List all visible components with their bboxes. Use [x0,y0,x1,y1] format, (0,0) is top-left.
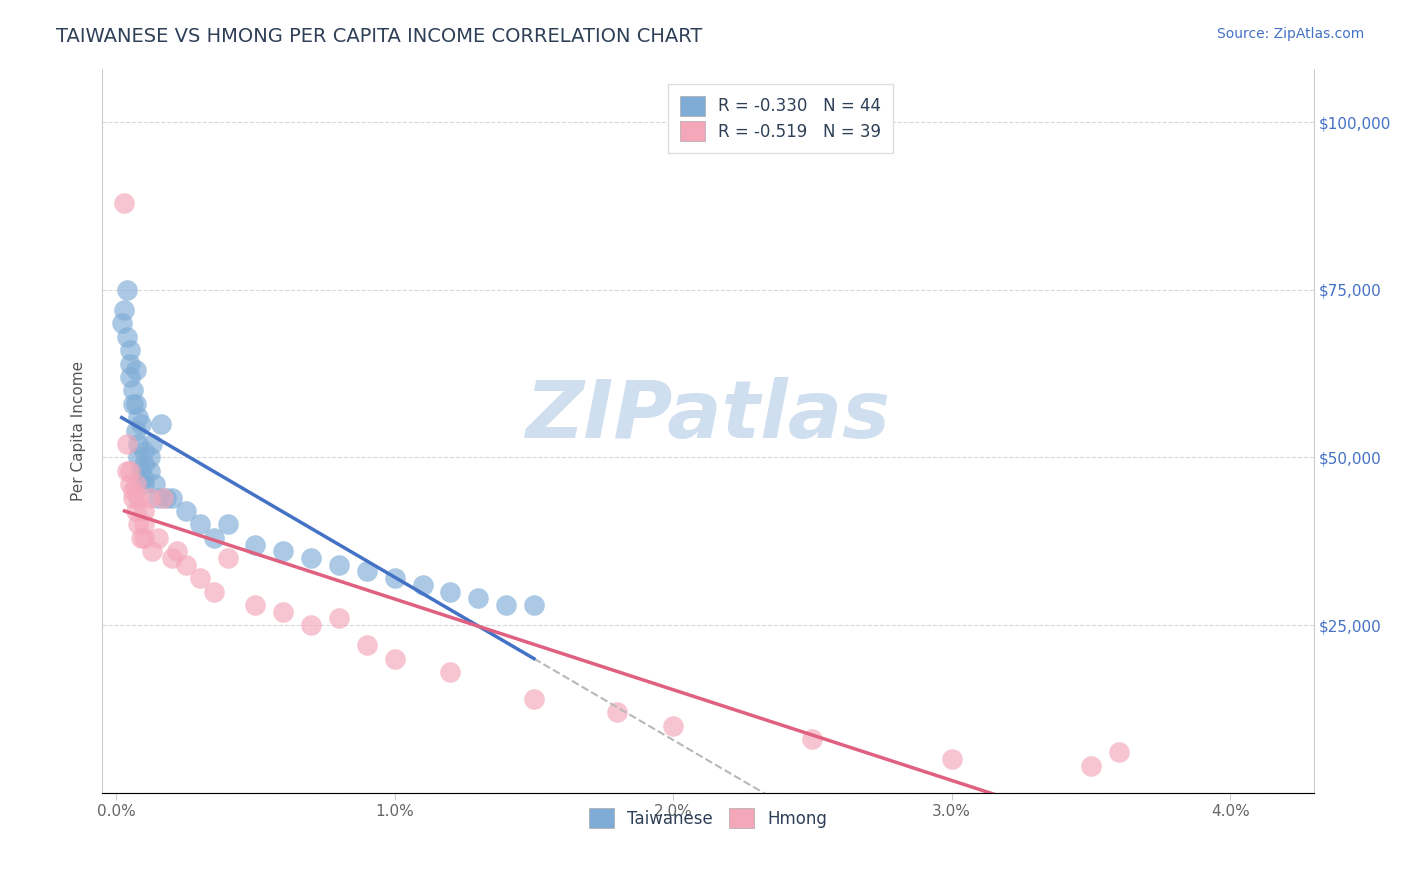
Point [217,551,239,566]
Point [166,544,188,558]
Point [245,598,267,612]
Point [271,605,294,619]
Point [941,752,963,766]
Point [111,316,134,330]
Point [138,464,160,478]
Text: Source: ZipAtlas.com: Source: ZipAtlas.com [1216,27,1364,41]
Point [606,705,628,719]
Point [152,491,174,505]
Point [120,464,142,478]
Point [129,464,152,478]
Point [356,565,378,579]
Point [328,558,350,572]
Point [160,491,183,505]
Point [138,450,160,465]
Point [467,591,489,606]
Point [202,584,225,599]
Point [495,598,517,612]
Point [138,491,160,505]
Point [245,538,267,552]
Point [439,665,461,679]
Point [662,718,685,732]
Point [127,450,149,465]
Point [127,437,149,451]
Point [117,329,139,343]
Point [155,491,177,505]
Point [188,517,211,532]
Point [439,584,461,599]
Point [121,384,143,398]
Point [124,397,146,411]
Point [120,357,142,371]
Text: ZIPatlas: ZIPatlas [526,377,890,455]
Text: TAIWANESE VS HMONG PER CAPITA INCOME CORRELATION CHART: TAIWANESE VS HMONG PER CAPITA INCOME COR… [56,27,703,45]
Point [132,443,155,458]
Point [114,195,136,210]
Point [120,477,142,491]
Point [1108,746,1130,760]
Point [124,477,146,491]
Point [188,571,211,585]
Point [141,544,163,558]
Point [124,363,146,377]
Point [146,491,169,505]
Point [523,598,546,612]
Point [120,370,142,384]
Point [129,417,152,431]
Point [202,531,225,545]
Point [299,551,322,566]
Point [132,457,155,471]
Point [384,651,406,665]
Point [117,437,139,451]
Point [1080,759,1102,773]
Point [160,551,183,566]
Y-axis label: Per Capita Income: Per Capita Income [72,360,86,500]
Point [132,504,155,518]
Point [299,618,322,632]
Point [271,544,294,558]
Point [121,397,143,411]
Point [132,470,155,484]
Point [124,424,146,438]
Point [132,477,155,491]
Point [120,343,142,358]
Point [523,691,546,706]
Point [117,464,139,478]
Point [121,483,143,498]
Point [174,504,197,518]
Point [121,491,143,505]
Point [124,504,146,518]
Point [356,638,378,652]
Point [117,283,139,297]
Point [149,417,172,431]
Point [412,578,434,592]
Point [114,302,136,317]
Point [127,491,149,505]
Point [143,477,166,491]
Point [129,531,152,545]
Point [384,571,406,585]
Point [174,558,197,572]
Point [127,517,149,532]
Point [217,517,239,532]
Point [127,410,149,425]
Legend: Taiwanese, Hmong: Taiwanese, Hmong [582,801,834,835]
Point [801,731,824,746]
Point [146,531,169,545]
Point [328,611,350,625]
Point [132,517,155,532]
Point [132,531,155,545]
Point [141,437,163,451]
